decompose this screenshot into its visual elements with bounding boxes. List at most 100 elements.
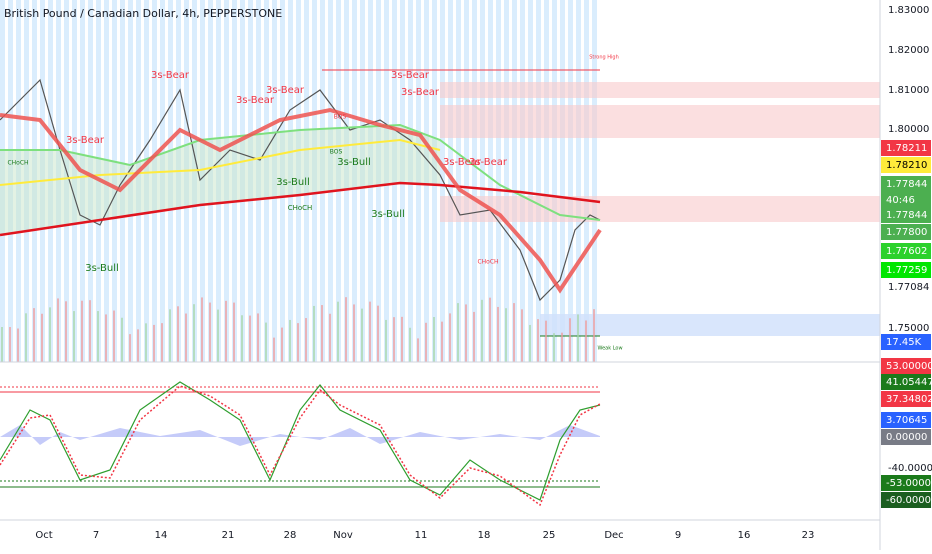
- osc-badge-bg: [881, 412, 931, 428]
- time-label: 23: [802, 530, 815, 541]
- volume-bar: [417, 338, 419, 362]
- volume-bar: [505, 308, 507, 362]
- price-badge: 1.77602: [886, 246, 927, 257]
- volume-bar: [161, 323, 163, 362]
- volume-bar: [465, 304, 467, 362]
- volume-bar: [369, 301, 371, 362]
- annotation: CHoCH: [7, 160, 28, 167]
- osc-badge-bg: [881, 358, 931, 374]
- time-label: 7: [93, 530, 99, 541]
- volume-bar: [129, 334, 131, 362]
- volume-bar: [537, 319, 539, 362]
- time-label: 11: [415, 530, 428, 541]
- demand-zone: [540, 314, 880, 336]
- time-label: 9: [675, 530, 681, 541]
- time-label: 25: [543, 530, 556, 541]
- time-label: 28: [284, 530, 297, 541]
- price-label: 1.82000: [888, 45, 929, 56]
- volume-bar: [329, 313, 331, 362]
- volume-bar: [177, 306, 179, 362]
- volume-bar: [401, 316, 403, 362]
- price-label: 1.80000: [888, 124, 929, 135]
- annotation: 3s-Bear: [391, 70, 430, 81]
- osc-badge-bg: [881, 475, 931, 491]
- volume-bar: [153, 324, 155, 362]
- annotation: Strong High: [589, 55, 619, 61]
- time-label: 14: [155, 530, 168, 541]
- volume-bar: [121, 317, 123, 362]
- osc-histogram: [0, 425, 600, 446]
- volume-bar: [385, 319, 387, 362]
- annotation: CHoCH: [288, 204, 313, 212]
- volume-bar: [297, 323, 299, 362]
- ma-fast: [0, 107, 602, 294]
- price-badge-bg: [881, 140, 931, 156]
- osc-badge: 3.70645: [886, 415, 927, 426]
- time-label: Nov: [333, 530, 353, 541]
- time-label: Oct: [35, 530, 52, 541]
- annotation: BOS: [334, 114, 347, 121]
- volume-bar: [545, 320, 547, 362]
- time-label: 18: [478, 530, 491, 541]
- annotation: CHoCH: [477, 259, 498, 266]
- stripe: [528, 0, 533, 362]
- annotation: 3s-Bear: [236, 95, 275, 106]
- volume-bar: [561, 332, 563, 362]
- stripe: [472, 0, 477, 362]
- volume-bar: [41, 313, 43, 362]
- stripe: [448, 0, 453, 362]
- ma-yellow: [0, 138, 441, 186]
- volume-bar: [513, 303, 515, 362]
- osc-signal: [0, 385, 601, 507]
- price-label: 1.83000: [888, 5, 929, 16]
- volume-bar: [521, 309, 523, 362]
- stripe: [520, 0, 525, 362]
- price-badge: 1.77800: [886, 227, 927, 238]
- stripe: [568, 0, 573, 362]
- volume-bar: [457, 303, 459, 362]
- annotation: 3s-Bear: [401, 87, 440, 98]
- stripe: [464, 0, 469, 362]
- stripe: [456, 0, 461, 362]
- volume-bar: [585, 320, 587, 362]
- price-badge-bg: [881, 192, 931, 208]
- price-badge: 1.78211: [886, 143, 927, 154]
- volume-bar: [353, 304, 355, 362]
- volume-bar: [361, 308, 363, 362]
- price-badge: 1.78210: [886, 160, 927, 171]
- volume-bar: [145, 323, 147, 362]
- volume-bar: [249, 315, 251, 362]
- volume-bar: [273, 337, 275, 362]
- stripe: [552, 0, 557, 362]
- annotation: 3s-Bull: [276, 177, 310, 188]
- volume-bar: [81, 300, 83, 362]
- volume-bar: [337, 301, 339, 362]
- annotation: 3s-Bear: [443, 157, 482, 168]
- price-badge-bg: [881, 334, 931, 350]
- volume-bar: [313, 305, 315, 362]
- price-badge-bg: [881, 262, 931, 278]
- price-badge: 17.45K: [886, 337, 922, 348]
- osc-badge: 53.00000: [886, 361, 932, 372]
- osc-badge: 37.34802: [886, 394, 932, 405]
- volume-bar: [393, 317, 395, 362]
- stripe: [536, 0, 541, 362]
- stripe: [560, 0, 565, 362]
- volume-bar: [185, 313, 187, 362]
- osc-badge-bg: [881, 492, 931, 508]
- volume-bar: [225, 300, 227, 362]
- volume-bar: [17, 328, 19, 362]
- price-badge-bg: [881, 207, 931, 223]
- price-badge: 1.77844: [886, 179, 927, 190]
- annotation: 3s-Bull: [337, 157, 371, 168]
- osc-label: -40.0000: [888, 463, 932, 474]
- zones: [0, 69, 880, 337]
- volume-bar: [529, 324, 531, 362]
- volume-bar: [577, 314, 579, 362]
- price-badge-bg: [881, 243, 931, 259]
- volume-bar: [65, 301, 67, 362]
- volume-bar: [321, 305, 323, 362]
- osc-badge: -53.00000: [886, 478, 932, 489]
- annotation: 3s-Bull: [371, 209, 405, 220]
